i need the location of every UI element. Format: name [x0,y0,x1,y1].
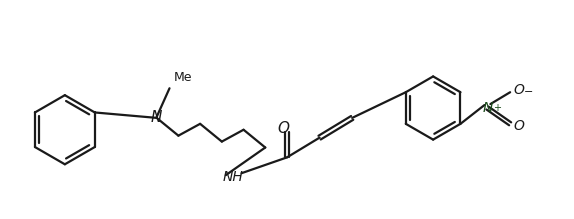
Text: N: N [151,110,162,125]
Text: N: N [482,101,492,115]
Text: O: O [277,121,289,136]
Text: NH: NH [222,170,243,184]
Text: O: O [513,83,524,97]
Text: −: − [524,87,533,97]
Text: Me: Me [173,71,192,84]
Text: +: + [493,103,501,113]
Text: O: O [513,119,524,133]
